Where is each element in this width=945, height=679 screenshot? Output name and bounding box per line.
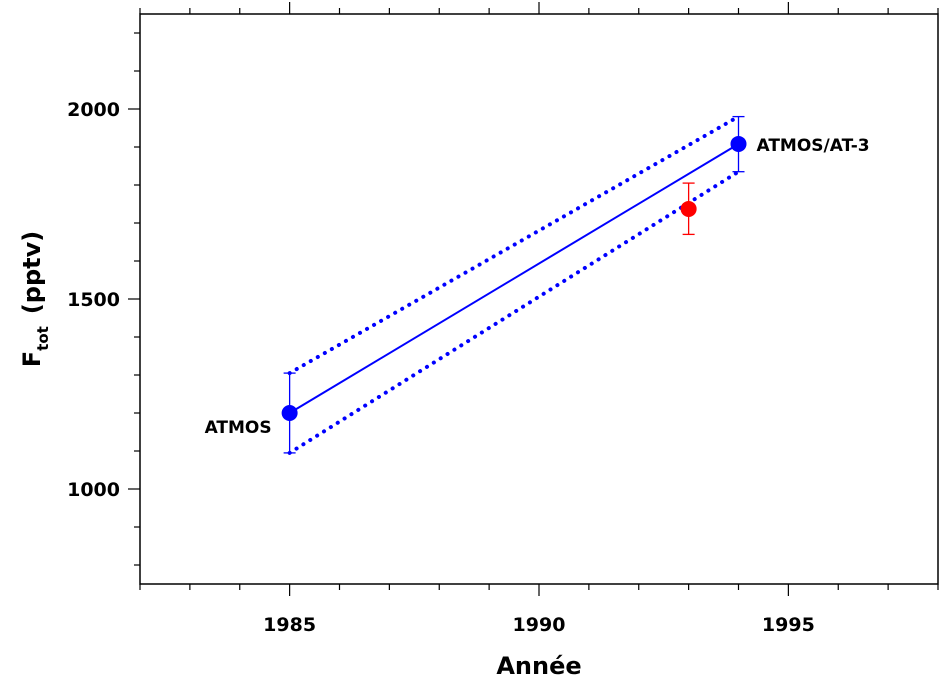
- plot-lines: [287, 114, 741, 455]
- y-axis-title-subscript: tot: [34, 326, 52, 351]
- labels: ATMOS ATMOS/AT-3: [205, 136, 870, 438]
- plot-frame: [139, 13, 939, 585]
- y-tick-label: 1000: [67, 479, 120, 501]
- data-point: [281, 405, 298, 421]
- data-point-label: ATMOS: [205, 418, 272, 438]
- plot-points: [281, 115, 747, 454]
- data-point: [680, 200, 697, 217]
- x-tick-label: 1985: [263, 614, 316, 636]
- y-tick-label: 1500: [67, 289, 120, 311]
- y-axis-title-unit: (pptv): [18, 231, 46, 314]
- dotted-bound-line: [287, 169, 741, 455]
- y-axis-title: Ftot (pptv): [18, 231, 52, 367]
- x-tick-label: 1995: [762, 614, 815, 636]
- dotted-bound-line: [287, 114, 741, 376]
- axes: 1985 1990 1995 1000 1500 2000 Année Ftot (pptv): [18, 2, 939, 679]
- y-axis-title-main: F: [18, 351, 46, 367]
- x-tick-label: 1990: [513, 614, 566, 636]
- y-tick-label: 2000: [67, 99, 120, 121]
- trend-line: [289, 143, 740, 414]
- x-axis-title: Année: [496, 652, 581, 679]
- data-point: [730, 135, 747, 152]
- data-point-label: ATMOS/AT-3: [757, 136, 870, 156]
